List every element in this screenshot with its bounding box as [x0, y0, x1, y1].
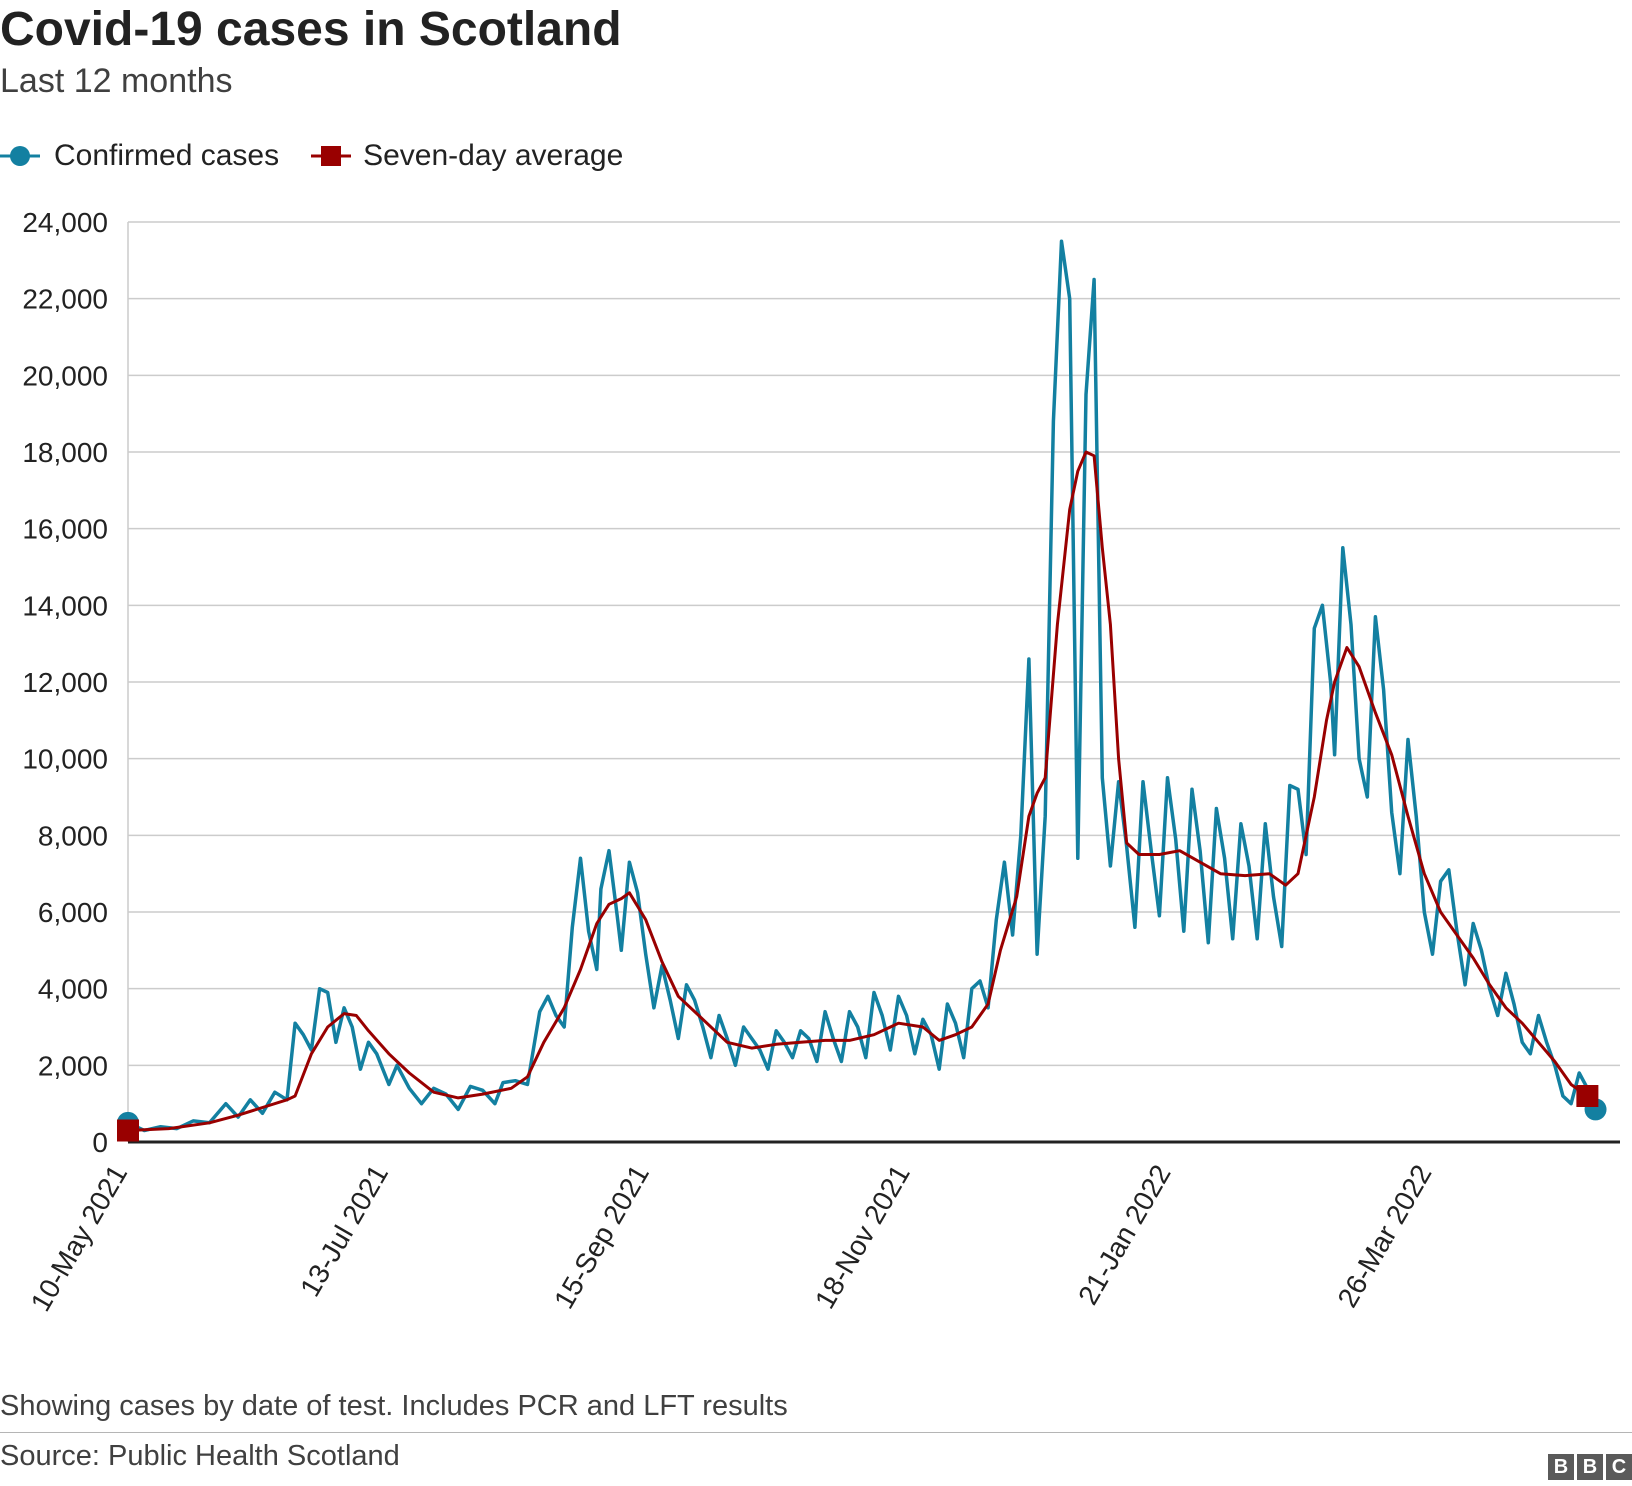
seven-day-average-line — [127, 450, 1589, 1132]
y-tick-label: 18,000 — [22, 437, 108, 468]
y-tick-label: 16,000 — [22, 514, 108, 545]
y-tick-label: 22,000 — [22, 284, 108, 315]
y-tick-label: 6,000 — [38, 897, 108, 928]
x-tick-label: 13-Jul 2021 — [294, 1160, 394, 1302]
chart-source: Source: Public Health Scotland — [0, 1440, 400, 1472]
y-tick-label: 24,000 — [22, 207, 108, 238]
seven-day-average-marker — [1576, 1085, 1599, 1107]
x-tick-label: 18-Nov 2021 — [809, 1160, 916, 1314]
y-tick-label: 0 — [92, 1127, 108, 1158]
x-tick-label: 26-Mar 2022 — [1331, 1160, 1437, 1313]
legend-label-seven-day-average: Seven-day average — [363, 139, 624, 172]
y-tick-label: 10,000 — [22, 744, 108, 775]
chart-title: Covid-19 cases in Scotland — [0, 3, 622, 56]
x-tick-label: 10-May 2021 — [25, 1160, 134, 1317]
legend-square-icon — [311, 146, 352, 166]
y-tick-label: 12,000 — [22, 667, 108, 698]
bbc-logo-letter: C — [1606, 1454, 1632, 1480]
bbc-logo: B B C — [1545, 1454, 1632, 1480]
legend-label-confirmed-cases: Confirmed cases — [54, 139, 280, 172]
legend-item-seven-day-average: Seven-day average — [309, 139, 623, 173]
bbc-logo-letter: B — [1577, 1454, 1603, 1480]
bbc-logo-letter: B — [1548, 1454, 1574, 1480]
x-tick-label: 15-Sep 2021 — [548, 1160, 655, 1314]
y-tick-label: 4,000 — [38, 974, 108, 1005]
footer-divider — [0, 1432, 1632, 1433]
seven-day-average-marker — [117, 1119, 139, 1142]
legend-item-confirmed-cases: Confirmed cases — [0, 139, 279, 173]
y-tick-label: 14,000 — [22, 590, 108, 621]
line-chart: 0 2,000 4,000 6,000 8,000 10,000 12,000 14,000 1… — [22, 207, 1620, 1317]
x-tick-label: 21-Jan 2022 — [1072, 1160, 1177, 1310]
chart-note: Showing cases by date of test. Includes … — [0, 1390, 788, 1422]
y-tick-label: 8,000 — [38, 820, 108, 851]
y-tick-label: 20,000 — [22, 360, 108, 391]
chart-subtitle: Last 12 months — [0, 62, 233, 100]
legend-circle-icon — [0, 146, 40, 166]
legend: Confirmed cases Seven-day average — [0, 134, 653, 178]
y-tick-label: 2,000 — [38, 1050, 108, 1081]
